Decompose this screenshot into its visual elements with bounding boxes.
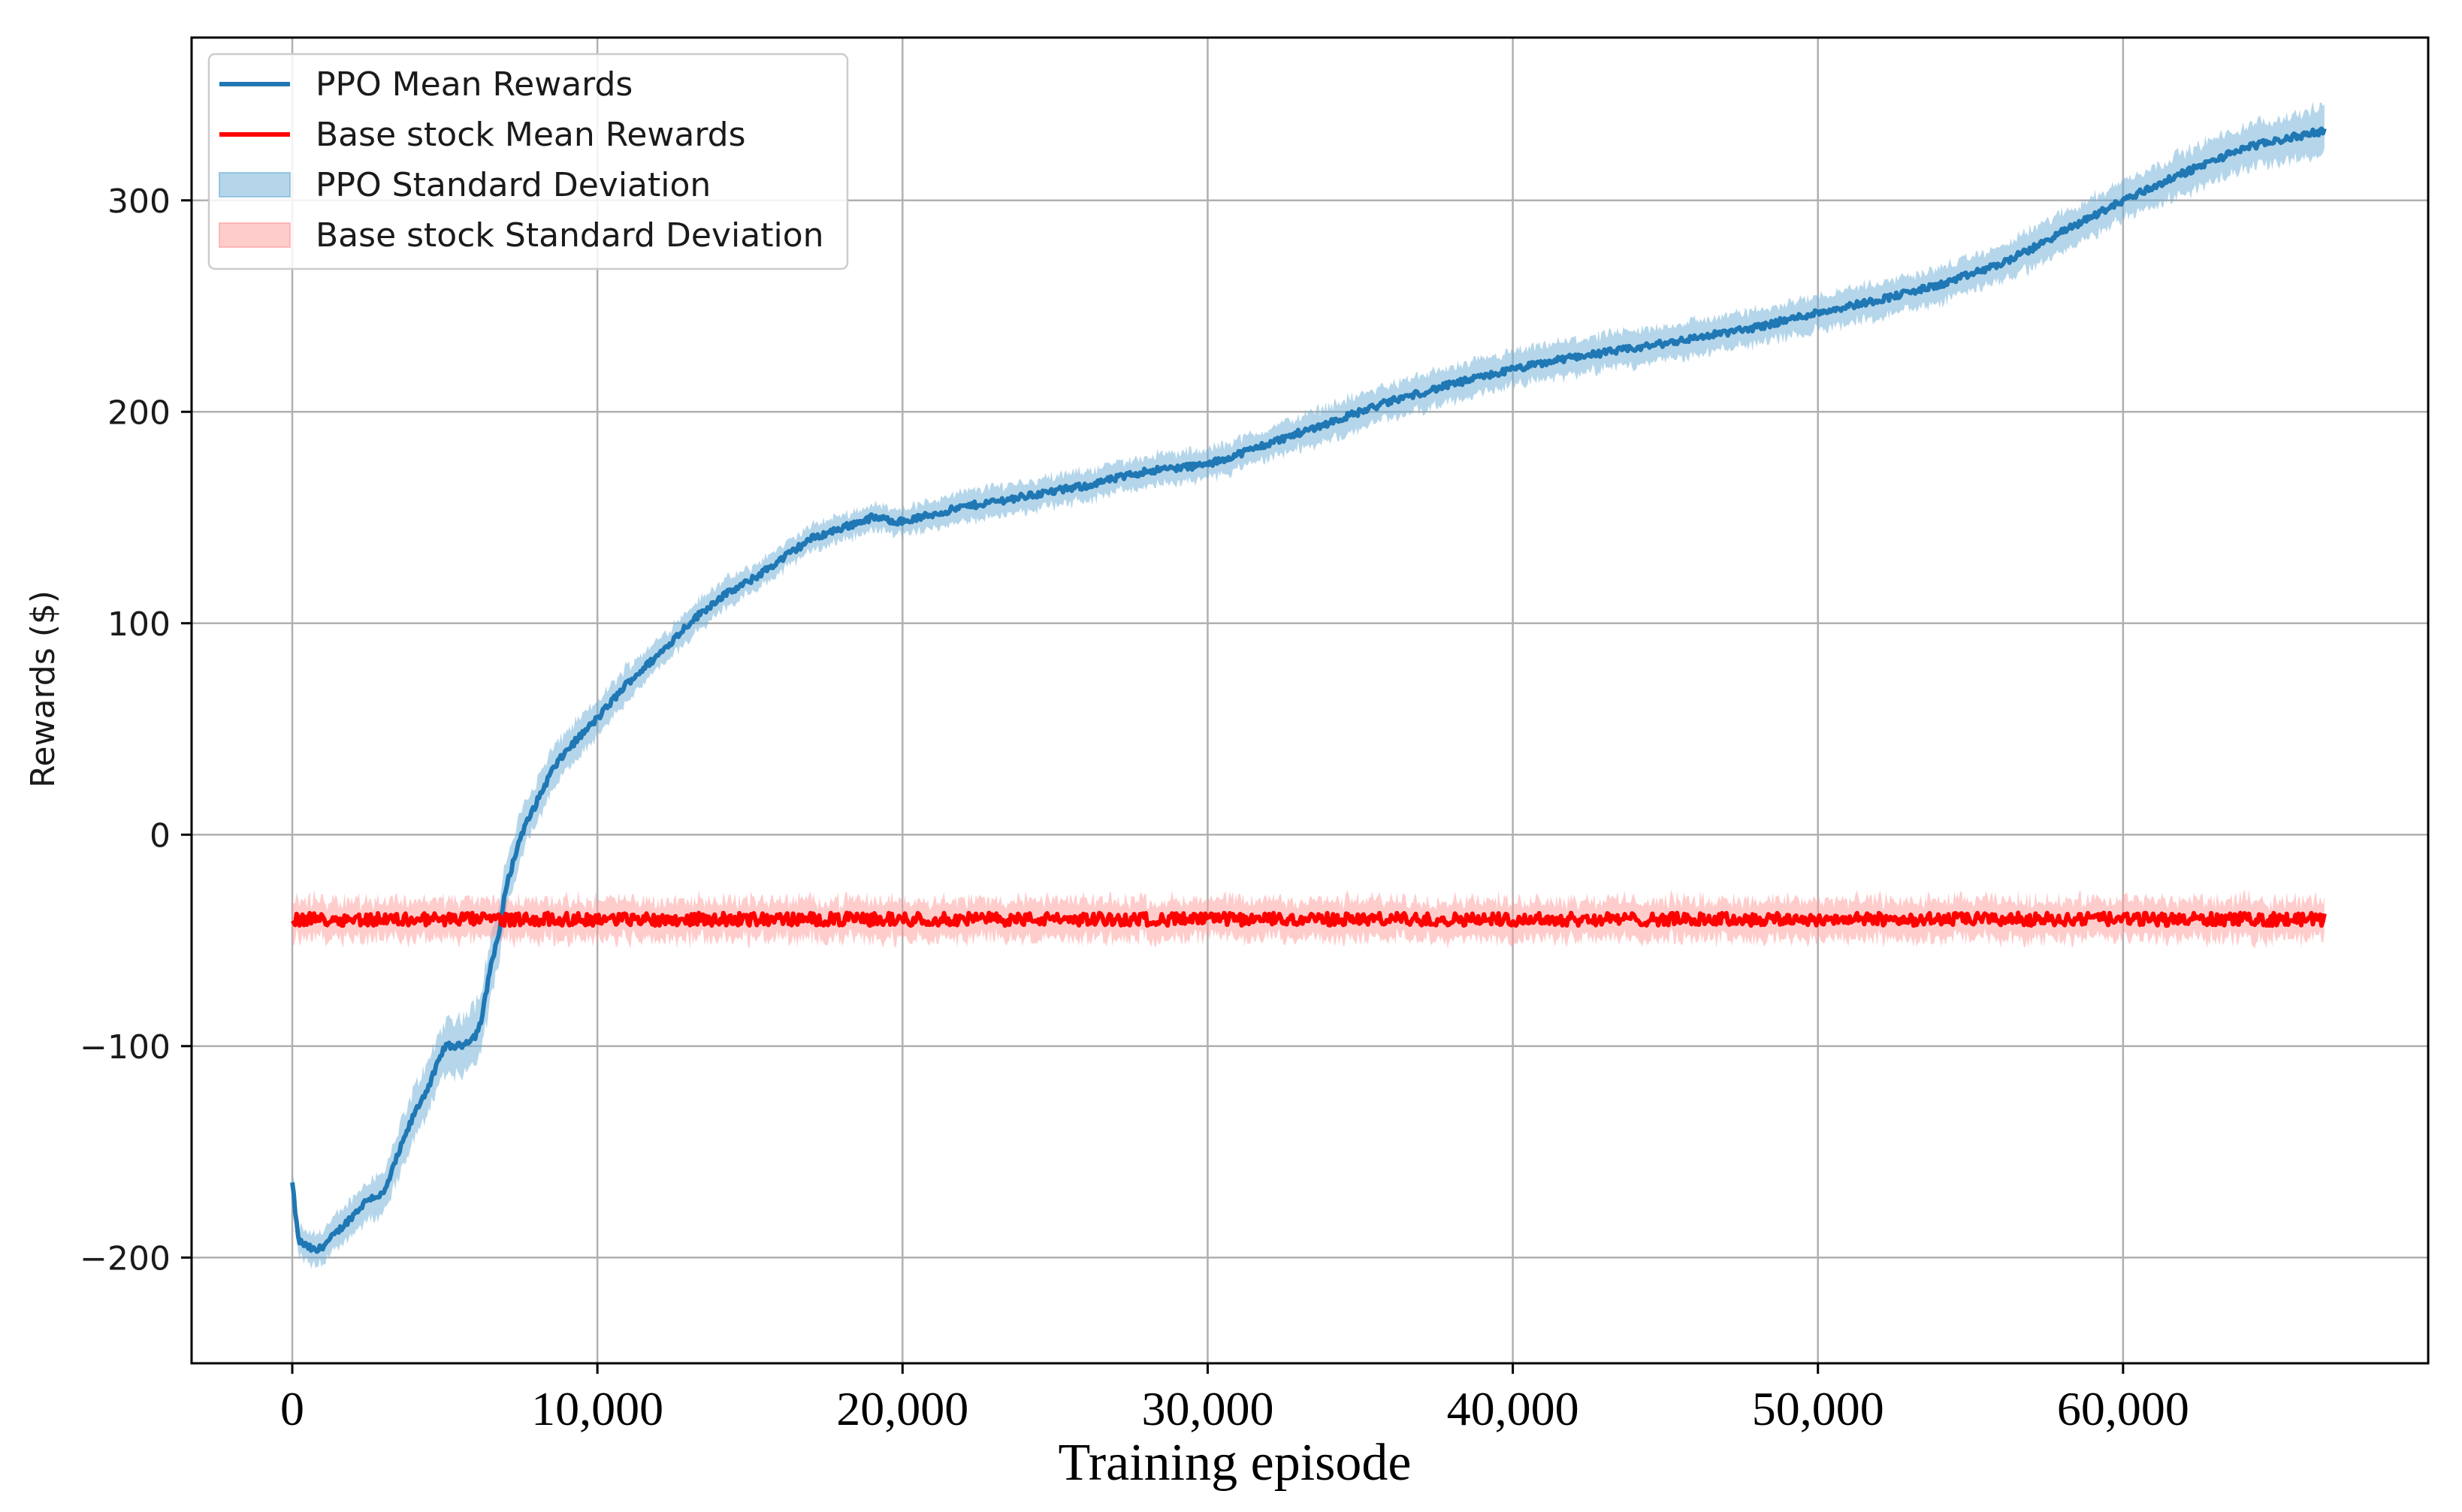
mean-lines: [290, 126, 2327, 1254]
legend-box: [207, 53, 849, 270]
x-tick-label: 40,000: [1447, 1382, 1579, 1435]
ppo-mean-line: [290, 126, 2327, 1254]
base-mean-line: [290, 910, 2327, 928]
ppo-std-band: [292, 101, 2325, 1269]
x-axis: 0 10,000 20,000 30,000 40,000 50,000 60,000: [280, 1363, 2189, 1435]
y-tick-label: 200: [107, 394, 171, 432]
y-tick-label: 300: [107, 183, 171, 221]
legend-label: Base stock Mean Rewards: [316, 116, 746, 154]
legend-label: PPO Mean Rewards: [316, 65, 633, 104]
x-tick-label: 30,000: [1141, 1382, 1273, 1435]
y-axis-label: Rewards ($): [24, 590, 62, 788]
x-axis-label: Training episode: [1059, 1434, 1412, 1492]
y-tick-label: −200: [80, 1239, 171, 1278]
grid: [192, 38, 2428, 1363]
legend: PPO Mean Rewards Base stock Mean Rewards P…: [207, 53, 849, 270]
y-tick-label: 0: [150, 816, 171, 855]
y-tick-label: 100: [107, 605, 171, 644]
ppo-legend-band-swatch: [219, 172, 291, 198]
base-legend-band-swatch: [219, 222, 291, 248]
y-tick-label: −100: [80, 1028, 171, 1067]
plot-frame: [190, 36, 2430, 1365]
legend-label: PPO Standard Deviation: [316, 166, 711, 204]
x-tick-label: 60,000: [2057, 1382, 2189, 1435]
legend-label: Base stock Standard Deviation: [316, 216, 824, 255]
x-tick-label: 10,000: [531, 1382, 663, 1435]
x-tick-label: 50,000: [1752, 1382, 1884, 1435]
x-tick-label: 0: [280, 1382, 304, 1435]
x-tick-label: 20,000: [836, 1382, 968, 1435]
y-axis: −200 −100 0 100 200 300: [80, 183, 192, 1278]
